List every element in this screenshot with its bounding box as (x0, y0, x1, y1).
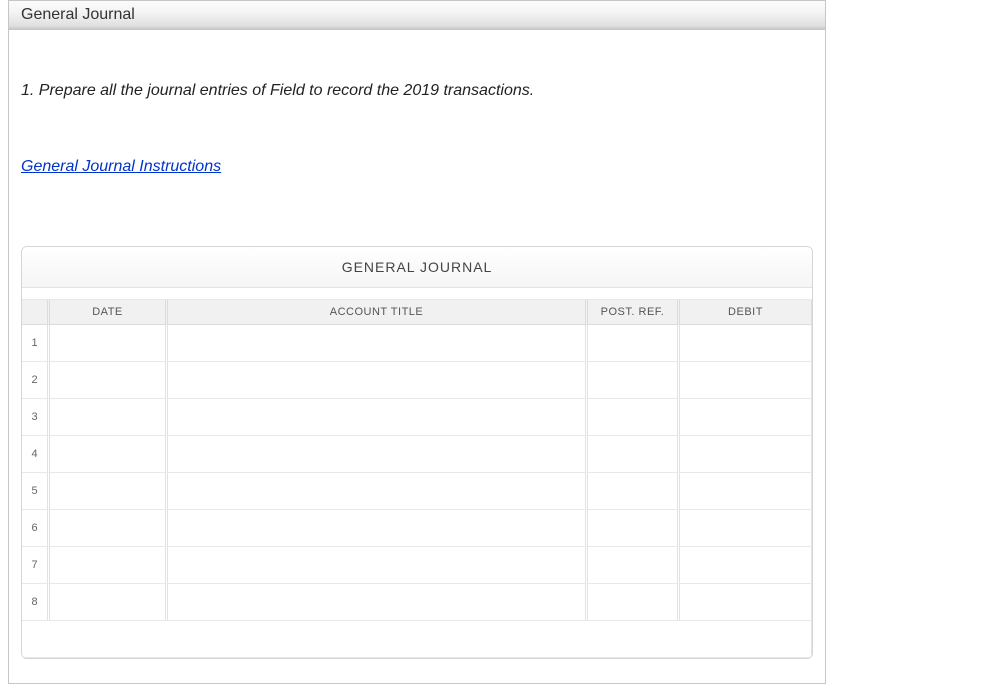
col-header-num (22, 300, 50, 325)
table-row: 7 (22, 547, 812, 584)
cell-account-title[interactable] (168, 473, 588, 510)
col-header-post-ref: POST. REF. (588, 300, 680, 325)
cell-account-title[interactable] (168, 510, 588, 547)
row-number-cell: 6 (22, 510, 50, 547)
cell-post-ref[interactable] (588, 362, 680, 399)
panel-title: General Journal (9, 1, 825, 30)
cell-date[interactable] (50, 362, 168, 399)
journal-table: DATE ACCOUNT TITLE POST. REF. DEBIT 1234… (22, 300, 812, 658)
cell-date[interactable] (50, 325, 168, 362)
table-row: 1 (22, 325, 812, 362)
panel-body: 1. Prepare all the journal entries of Fi… (9, 30, 825, 683)
table-row: 4 (22, 436, 812, 473)
cell-date[interactable] (50, 399, 168, 436)
row-number-cell: 1 (22, 325, 50, 362)
col-header-date: DATE (50, 300, 168, 325)
cell-account-title[interactable] (168, 436, 588, 473)
cell-date[interactable] (50, 547, 168, 584)
cell-date[interactable] (50, 473, 168, 510)
row-number-cell: 5 (22, 473, 50, 510)
cell-debit[interactable] (680, 362, 812, 399)
cell-post-ref[interactable] (588, 473, 680, 510)
cell-debit[interactable] (680, 547, 812, 584)
row-number-cell: 2 (22, 362, 50, 399)
journal-header-row: DATE ACCOUNT TITLE POST. REF. DEBIT (22, 300, 812, 325)
cell-debit[interactable] (680, 584, 812, 621)
cell-debit[interactable] (680, 325, 812, 362)
cell-account-title[interactable] (168, 325, 588, 362)
journal-container: GENERAL JOURNAL DATE ACCOUNT TITLE POST.… (21, 246, 813, 659)
cell-debit[interactable] (680, 399, 812, 436)
cell-post-ref[interactable] (588, 436, 680, 473)
cell-account-title[interactable] (168, 399, 588, 436)
table-footer-row (22, 621, 812, 658)
cell-post-ref[interactable] (588, 547, 680, 584)
journal-title: GENERAL JOURNAL (22, 247, 812, 288)
cell-debit[interactable] (680, 436, 812, 473)
table-footer-cell (22, 621, 812, 658)
col-header-debit: DEBIT (680, 300, 812, 325)
general-journal-panel: General Journal 1. Prepare all the journ… (8, 0, 826, 684)
cell-post-ref[interactable] (588, 510, 680, 547)
row-number-cell: 7 (22, 547, 50, 584)
cell-date[interactable] (50, 510, 168, 547)
table-row: 5 (22, 473, 812, 510)
table-row: 6 (22, 510, 812, 547)
cell-date[interactable] (50, 436, 168, 473)
instructions-link[interactable]: General Journal Instructions (21, 158, 221, 175)
cell-post-ref[interactable] (588, 584, 680, 621)
cell-debit[interactable] (680, 473, 812, 510)
row-number-cell: 4 (22, 436, 50, 473)
table-row: 2 (22, 362, 812, 399)
col-header-account-title: ACCOUNT TITLE (168, 300, 588, 325)
journal-gap (22, 288, 812, 300)
row-number-cell: 8 (22, 584, 50, 621)
cell-account-title[interactable] (168, 362, 588, 399)
row-number-cell: 3 (22, 399, 50, 436)
table-row: 3 (22, 399, 812, 436)
instruction-text: 1. Prepare all the journal entries of Fi… (21, 82, 813, 100)
cell-account-title[interactable] (168, 547, 588, 584)
table-row: 8 (22, 584, 812, 621)
cell-date[interactable] (50, 584, 168, 621)
cell-post-ref[interactable] (588, 325, 680, 362)
cell-debit[interactable] (680, 510, 812, 547)
cell-account-title[interactable] (168, 584, 588, 621)
cell-post-ref[interactable] (588, 399, 680, 436)
